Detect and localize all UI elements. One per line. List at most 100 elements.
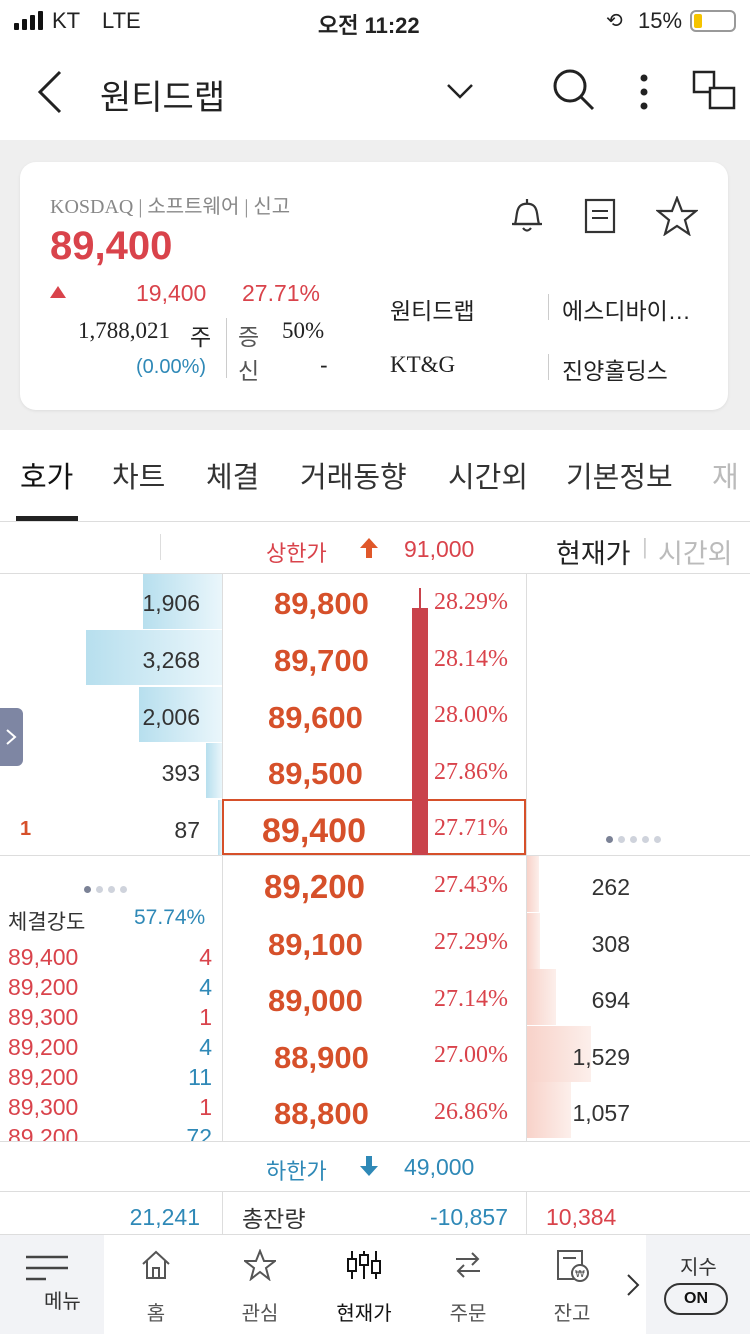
ask-price[interactable]: 89,800: [274, 586, 369, 621]
totals-row: 21,241 총잔량 -10,857 10,384: [0, 1192, 750, 1234]
multi-window-icon[interactable]: [692, 70, 738, 112]
trade-qty: 1: [199, 1004, 212, 1030]
nav-balance[interactable]: ₩ 잔고: [520, 1235, 624, 1334]
index-toggle-button[interactable]: ON: [664, 1283, 728, 1315]
ask-pct: 27.71%: [434, 815, 508, 841]
tab-chart[interactable]: 차트: [112, 462, 166, 494]
lower-limit-row: 하한가 49,000: [0, 1142, 750, 1192]
bid-pct: 27.14%: [434, 986, 508, 1012]
trade-price: 89,200: [8, 974, 79, 1000]
index-panel: 지수 ON: [646, 1235, 750, 1334]
strength-label: 체결강도: [8, 911, 86, 934]
bid-pct: 26.86%: [434, 1099, 508, 1125]
nav-current-price-label: 현재가: [336, 1303, 392, 1325]
trade-price: 89,300: [8, 1004, 79, 1030]
total-label: 총잔량: [242, 1206, 306, 1232]
trade-price: 89,400: [8, 944, 79, 970]
current-price: 89,400: [50, 224, 173, 268]
nav-scroll-right-icon[interactable]: [626, 1273, 640, 1297]
ask-qty: 3,268: [142, 647, 200, 673]
ask-qty: 1,906: [142, 590, 200, 616]
upper-limit-price: 91,000: [404, 536, 475, 562]
balance-icon: ₩: [557, 1250, 589, 1282]
market-info: KOSDAQ | 소프트웨어 | 신고: [50, 196, 291, 218]
svg-text:₩: ₩: [575, 1269, 585, 1280]
candlestick-icon: [347, 1251, 381, 1279]
total-bid: 10,384: [546, 1204, 617, 1230]
lower-limit-label: 하한가: [266, 1159, 327, 1184]
ask-pct: 28.14%: [434, 646, 508, 672]
credit-label: 신: [238, 358, 260, 384]
home-icon: [142, 1250, 170, 1279]
arrow-down-icon: [360, 1156, 378, 1176]
nav-current-price[interactable]: 현재가: [312, 1235, 416, 1334]
bid-price[interactable]: 88,800: [274, 1096, 369, 1131]
tab-after-hours[interactable]: 시간외: [448, 462, 529, 494]
trade-panel: 체결강도 57.74% 89,400 4 89,200 4 89,300 1 8…: [0, 856, 222, 1141]
ask-price[interactable]: 89,700: [274, 643, 369, 678]
bid-qty: 308: [591, 931, 630, 957]
ask-price[interactable]: 89,500: [268, 756, 363, 791]
tab-trading-trend[interactable]: 거래동향: [300, 462, 407, 494]
upper-limit-label: 상한가: [266, 541, 327, 566]
bid-price[interactable]: 89,000: [268, 983, 363, 1018]
stock-summary-card: KOSDAQ | 소프트웨어 | 신고 89,400 19,400 27.71%…: [20, 162, 728, 410]
bid-pct: 27.29%: [434, 929, 508, 955]
bid-pct: 27.00%: [434, 1042, 508, 1068]
tab-orderbook[interactable]: 호가: [20, 462, 74, 494]
rotation-lock-icon: ⟲: [606, 10, 623, 32]
related-stock-2[interactable]: 에스디바이…: [562, 298, 691, 324]
nav-watchlist[interactable]: 관심: [208, 1235, 312, 1334]
tab-trades[interactable]: 체결: [206, 462, 260, 494]
side-panel-handle[interactable]: [0, 708, 23, 766]
trade-price: 89,200: [8, 1124, 79, 1141]
chevron-down-icon[interactable]: [446, 82, 474, 100]
view-after-toggle[interactable]: 시간외: [658, 539, 733, 569]
volume-unit: 주: [190, 324, 212, 350]
bid-price[interactable]: 89,100: [268, 927, 363, 962]
trade-page-indicator: [84, 880, 132, 898]
signal-icon: [14, 10, 43, 30]
bid-qty: 1,057: [572, 1100, 630, 1126]
price-change: 19,400: [136, 280, 207, 306]
related-stock-1[interactable]: 원티드랩: [390, 298, 475, 324]
trade-volume: 1,788,021: [78, 318, 170, 343]
battery-percent: 15%: [638, 8, 683, 33]
ask-qty: 87: [174, 817, 200, 843]
clock: 오전 11:22: [318, 13, 420, 38]
bid-qty: 1,529: [572, 1044, 630, 1070]
back-arrow-icon[interactable]: [36, 70, 64, 114]
menu-button[interactable]: 메뉴: [0, 1235, 104, 1334]
current-price-highlight: [222, 799, 526, 855]
view-current-toggle[interactable]: 현재가: [556, 539, 631, 569]
ask-price[interactable]: 89,400: [262, 812, 366, 850]
bid-price[interactable]: 88,900: [274, 1040, 369, 1075]
page-title: 원티드랩: [100, 79, 226, 117]
ask-price[interactable]: 89,600: [268, 700, 363, 735]
chevron-right-icon: [6, 729, 17, 745]
bottom-nav: 메뉴 홈 관심 현재가 주문 ₩: [0, 1234, 750, 1334]
related-stock-4[interactable]: 진양홀딩스: [562, 358, 668, 384]
tab-more[interactable]: 재: [712, 462, 739, 494]
nav-home[interactable]: 홈: [104, 1235, 208, 1334]
trade-qty: 4: [199, 1034, 212, 1060]
nav-order-label: 주문: [449, 1303, 487, 1325]
tab-indicator: [16, 516, 78, 521]
margin-value: 50%: [282, 318, 325, 343]
search-icon[interactable]: [550, 66, 596, 112]
strength-value: 57.74%: [134, 906, 206, 929]
more-vertical-icon[interactable]: [638, 72, 650, 112]
bid-price[interactable]: 89,200: [264, 868, 365, 905]
bid-qty: 262: [591, 874, 630, 900]
bell-icon[interactable]: [508, 196, 546, 236]
upper-limit-row: 상한가 91,000 현재가 | 시간외: [0, 522, 750, 574]
bid-qty: 694: [591, 987, 630, 1013]
margin-label: 증: [238, 324, 260, 350]
memo-icon[interactable]: [584, 198, 616, 234]
carrier: KT: [52, 8, 81, 33]
related-stock-3[interactable]: KT&G: [390, 352, 456, 377]
nav-order[interactable]: 주문: [416, 1235, 520, 1334]
tab-basic-info[interactable]: 기본정보: [566, 462, 673, 494]
nav-balance-label: 잔고: [553, 1303, 591, 1325]
star-icon[interactable]: [656, 196, 698, 236]
